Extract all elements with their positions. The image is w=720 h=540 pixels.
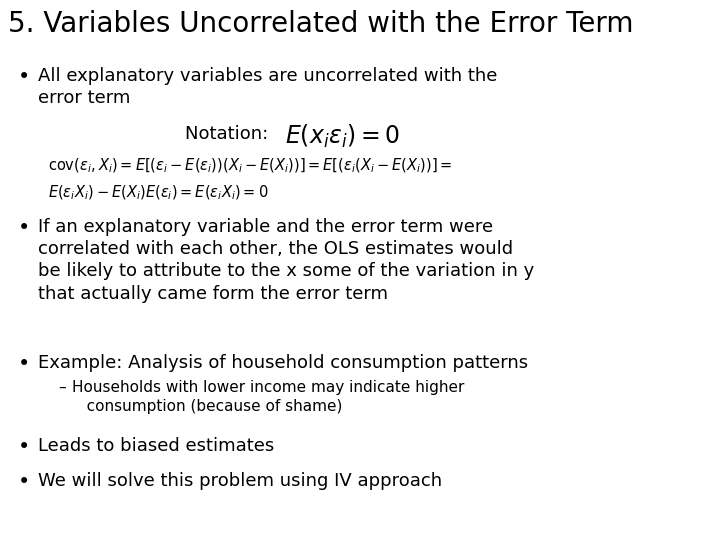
Text: All explanatory variables are uncorrelated with the
error term: All explanatory variables are uncorrelat… (38, 67, 498, 107)
Text: $\mathrm{cov}(\varepsilon_i, X_i) = E[(\varepsilon_i - E(\varepsilon_i))(X_i - E: $\mathrm{cov}(\varepsilon_i, X_i) = E[(\… (48, 157, 452, 176)
Text: $E(\varepsilon_i X_i) - E(X_i)E(\varepsilon_i) = E(\varepsilon_i X_i) = 0$: $E(\varepsilon_i X_i) - E(X_i)E(\varepsi… (48, 184, 269, 202)
Text: 5. Variables Uncorrelated with the Error Term: 5. Variables Uncorrelated with the Error… (8, 10, 634, 38)
Text: •: • (18, 218, 30, 238)
Text: Notation:: Notation: (185, 125, 280, 143)
Text: Leads to biased estimates: Leads to biased estimates (38, 437, 274, 455)
Text: •: • (18, 437, 30, 457)
Text: •: • (18, 354, 30, 374)
Text: •: • (18, 67, 30, 87)
Text: •: • (18, 472, 30, 492)
Text: $E(x_i\varepsilon_i) = 0$: $E(x_i\varepsilon_i) = 0$ (285, 123, 400, 150)
Text: Households with lower income may indicate higher
   consumption (because of sham: Households with lower income may indicat… (72, 380, 464, 414)
Text: If an explanatory variable and the error term were
correlated with each other, t: If an explanatory variable and the error… (38, 218, 534, 302)
Text: Example: Analysis of household consumption patterns: Example: Analysis of household consumpti… (38, 354, 528, 372)
Text: We will solve this problem using IV approach: We will solve this problem using IV appr… (38, 472, 442, 490)
Text: –: – (58, 380, 66, 395)
